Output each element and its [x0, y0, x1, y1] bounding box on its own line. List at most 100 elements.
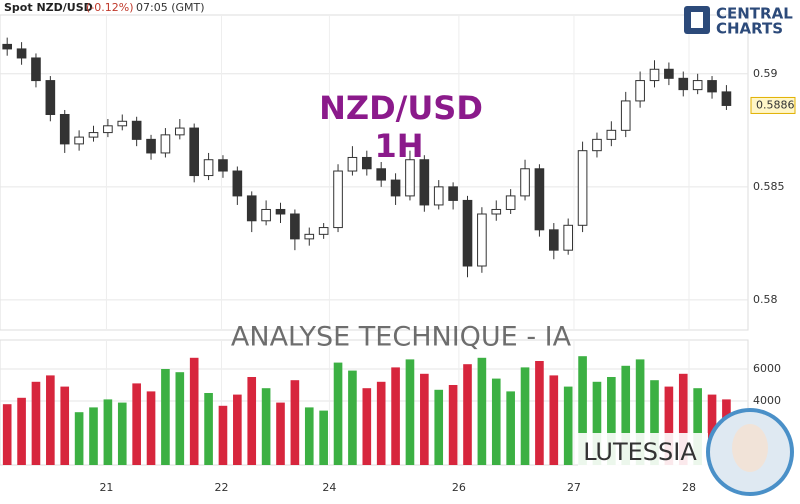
candle-body [534, 168, 545, 231]
candle-body [678, 77, 689, 91]
volume-bar [233, 394, 242, 465]
candle-body [146, 138, 156, 154]
candle-body [491, 208, 502, 215]
volume-bar [434, 389, 444, 465]
header-time: 07:05 (GMT) [136, 1, 205, 14]
banner: ANALYSE TECHNIQUE - IA [231, 322, 572, 353]
candle-body [376, 168, 387, 181]
volume-bar [664, 386, 674, 465]
header-symbol: Spot NZD/USD [4, 1, 93, 14]
volume-bar [678, 373, 688, 465]
volume-bar [376, 381, 386, 465]
x-tick-label: 22 [215, 481, 229, 494]
candle-body [361, 156, 372, 170]
candle-body [88, 132, 99, 138]
volume-bar [535, 360, 544, 465]
y2-tick-label: 4000 [753, 394, 781, 407]
volume-bar [348, 370, 357, 465]
candle-body [203, 159, 214, 177]
candle-body [620, 100, 631, 131]
brand: LUTESSIA [583, 438, 697, 466]
candle-body [246, 195, 257, 222]
volume-bar [506, 391, 515, 465]
volume-bar [74, 412, 84, 465]
candle-body [606, 129, 617, 140]
candle-body [707, 80, 717, 93]
candle-body [189, 127, 200, 177]
volume-bar [261, 388, 271, 465]
candle-body [174, 127, 185, 136]
candle-body [218, 159, 228, 172]
candle-body [477, 213, 487, 267]
candle-body [692, 80, 703, 91]
volume-bar [520, 367, 530, 465]
volume-bar [635, 359, 645, 465]
candle-body [448, 186, 458, 201]
candle-body [563, 224, 574, 251]
volume-bar [578, 356, 587, 465]
candle-body [592, 138, 602, 152]
logo-text: CENTRAL [716, 5, 793, 23]
candle-body [31, 57, 41, 82]
volume-bar [247, 376, 257, 465]
header-change: (-0.12%) [86, 1, 134, 14]
watermark-subtitle: 1H [374, 127, 423, 165]
volume-bar [420, 373, 429, 465]
candle-body [405, 159, 415, 197]
x-tick-label: 28 [682, 481, 696, 494]
volume-bar [491, 378, 501, 465]
candle-body [635, 80, 645, 102]
x-tick-label: 21 [99, 481, 113, 494]
volume-bar [693, 388, 702, 465]
volume-bar [477, 357, 487, 465]
last-price-label: 0.5886 [756, 98, 795, 111]
last-price-box [750, 96, 796, 114]
volume-bar [204, 392, 213, 465]
candle-body [103, 125, 113, 134]
volume-bar [607, 376, 616, 465]
candle-body [649, 68, 660, 82]
volume-bar [290, 380, 300, 465]
volume-bar [391, 367, 400, 465]
candle-body [419, 159, 430, 206]
volume-bar [448, 384, 458, 465]
volume-bar [218, 405, 228, 465]
volume-bar [31, 381, 41, 465]
volume-bar [549, 375, 559, 465]
candle-body [505, 195, 516, 210]
candle-body [59, 113, 70, 145]
volume-bar [621, 365, 631, 465]
candle-body [275, 208, 286, 215]
volume-bar [362, 388, 372, 465]
volume-bar [319, 410, 328, 465]
volume-bar [189, 357, 199, 465]
candle-body [304, 233, 315, 240]
candle-body [347, 156, 358, 172]
logo-text: CHARTS [716, 20, 783, 38]
candle-body [577, 150, 588, 226]
x-tick-label: 26 [452, 481, 466, 494]
candle-body [462, 199, 473, 267]
candle-body [318, 227, 329, 235]
volume-bar [463, 364, 472, 465]
y-tick-label: 0.59 [753, 67, 778, 80]
volume-bar [333, 362, 343, 465]
price-panel [0, 14, 749, 331]
logo-icon-inner [691, 12, 703, 28]
volume-bar [17, 397, 26, 465]
candle-body [390, 179, 401, 197]
candle-body [74, 136, 84, 145]
y-tick-label: 0.58 [753, 293, 778, 306]
volume-bar [60, 386, 70, 465]
candle-body [160, 134, 171, 154]
volume-bar [405, 359, 415, 465]
volume-bar [146, 391, 156, 465]
grid [0, 15, 748, 465]
logo: CENTRAL CHARTS [684, 5, 793, 38]
volume-bar [563, 386, 573, 465]
volume-bar [46, 375, 55, 465]
candle-body [664, 68, 674, 79]
volume-bar [592, 381, 602, 465]
candle-body [261, 208, 271, 222]
watermark-title: NZD/USD [319, 89, 483, 127]
